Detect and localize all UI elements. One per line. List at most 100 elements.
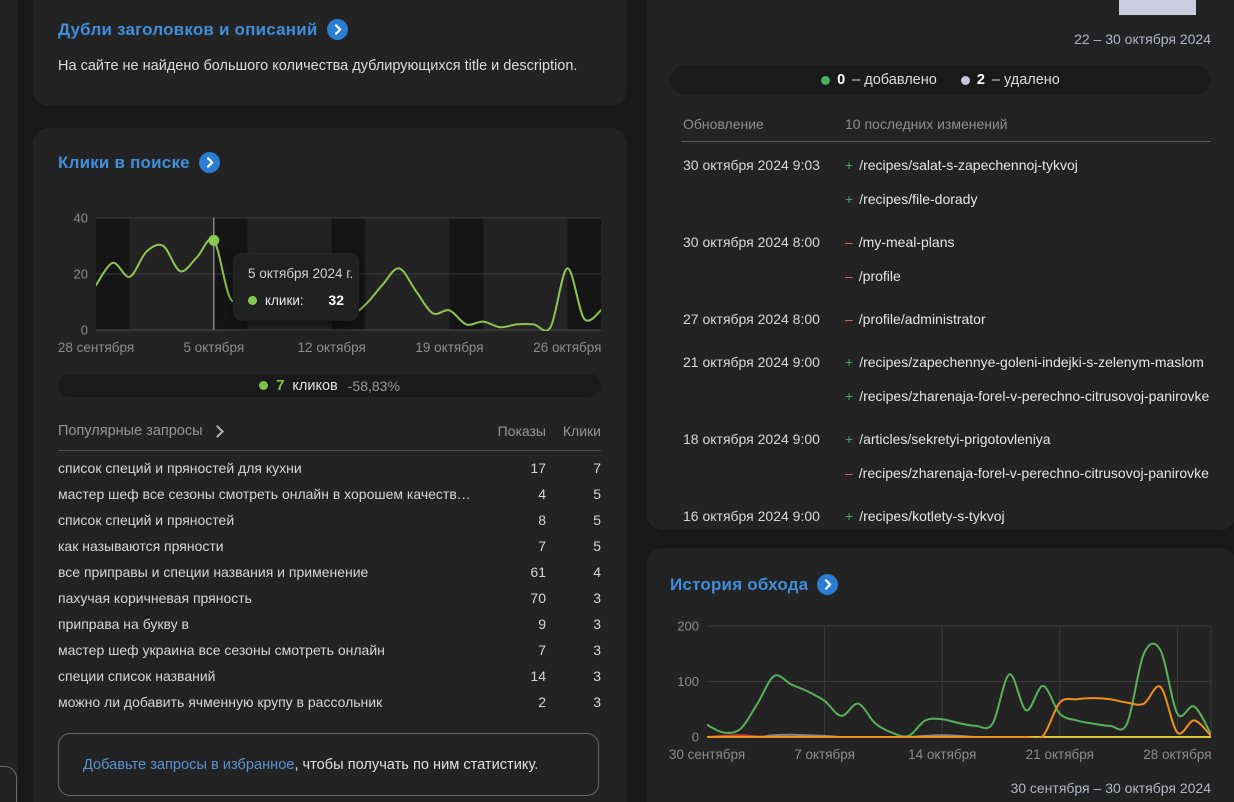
svg-text:0: 0 xyxy=(81,323,88,338)
legend-value: 0 xyxy=(837,72,846,88)
change-path: /articles/sekretyi-prigotovleniya xyxy=(859,431,1051,447)
column-clicks: Клики xyxy=(562,423,601,439)
legend-item: 2 – удалено xyxy=(960,72,1060,88)
change-items: + /recipes/kotlety-s-tykvoj xyxy=(845,506,1211,527)
impressions-value: 17 xyxy=(530,460,546,476)
change-date: 30 октября 2024 8:00 xyxy=(683,234,820,250)
change-path: /my-meal-plans xyxy=(858,234,955,250)
change-path: /recipes/zharenaja-forel-v-perechno-citr… xyxy=(858,465,1209,481)
favorites-callout-text: , чтобы получать по ним статистику. xyxy=(294,756,539,773)
clicks-summary-delta: -58,83% xyxy=(347,377,400,394)
legend-dot-icon xyxy=(960,75,970,85)
change-item: –/profile/administrator xyxy=(845,309,1211,330)
svg-text:0: 0 xyxy=(692,730,699,745)
column-impressions: Показы xyxy=(497,423,546,439)
svg-text:5 октября: 5 октября xyxy=(183,340,244,355)
query-text: пахучая коричневая пряность xyxy=(58,590,252,606)
change-path: /recipes/file-dorady xyxy=(859,191,978,207)
impressions-value: 61 xyxy=(530,564,546,580)
duplicates-panel: Дубли заголовков и описаний На сайте не … xyxy=(33,0,627,106)
legend-dot-icon xyxy=(821,75,831,85)
clicks-value: 3 xyxy=(593,694,601,710)
popular-queries-link[interactable]: Популярные запросы xyxy=(58,423,481,439)
tooltip-series-label: клики: xyxy=(265,292,304,308)
tooltip-date: 5 октября 2024 г. xyxy=(248,266,354,281)
query-text: мастер шеф все сезоны смотреть онлайн в … xyxy=(58,486,481,502)
query-row: мастер шеф украина все сезоны смотреть о… xyxy=(58,637,601,663)
clipped-callout-box xyxy=(0,766,17,802)
series-dot-icon xyxy=(248,295,257,305)
circle-arrow-icon[interactable] xyxy=(326,19,348,40)
changes-table: 30 октября 2024 9:03 + /recipes/salat-s-za… xyxy=(683,155,1211,549)
crawl-history-chart[interactable]: 0 100 200 30 сентября 7 октября 14 октября 21 … xyxy=(647,610,1234,770)
divider xyxy=(681,141,1211,142)
change-date: 30 октября 2024 9:03 xyxy=(683,157,820,173)
change-path: /profile xyxy=(858,268,901,284)
query-row: мастер шеф все сезоны смотреть онлайн в … xyxy=(58,481,601,507)
change-group: 18 октября 2024 9:00 + /articles/sekretyi-… xyxy=(683,429,1211,484)
crawl-date-range: 30 сентября – 30 октября 2024 xyxy=(1010,780,1211,796)
change-item: + /recipes/zharenaja-forel-v-perechno-cit… xyxy=(845,386,1211,407)
legend-value: 2 xyxy=(976,72,985,88)
crawl-history-panel: История обхода 0 100 200 30 сентября 7 октяб… xyxy=(647,548,1234,802)
change-group: 30 октября 2024 8:00 –/my-meal-plans –/pro… xyxy=(683,232,1211,287)
crawl-title-link[interactable]: История обхода xyxy=(670,574,839,595)
change-group: 30 октября 2024 9:03 + /recipes/salat-s-za… xyxy=(683,155,1211,210)
clicks-title-link[interactable]: Клики в поиске xyxy=(58,152,220,173)
search-clicks-panel: Клики в поиске 0 20 40 28 сентября 5 октября… xyxy=(33,128,627,802)
clicks-value: 7 xyxy=(593,460,601,476)
column-last-changes: 10 последних изменений xyxy=(845,116,1008,132)
change-path: /profile/administrator xyxy=(858,311,986,327)
added-icon: + xyxy=(845,191,854,207)
added-icon: + xyxy=(845,354,854,370)
svg-text:20: 20 xyxy=(74,267,88,282)
svg-text:30 сентября: 30 сентября xyxy=(669,747,745,762)
circle-arrow-icon[interactable] xyxy=(198,152,220,173)
changes-legend: 0 – добавлено 2 – удалено xyxy=(670,66,1211,94)
divider xyxy=(58,450,601,451)
changes-table-header: Обновление 10 последних изменений xyxy=(683,116,1211,132)
svg-text:21 октября: 21 октября xyxy=(1026,747,1094,762)
clicks-value: 3 xyxy=(593,616,601,632)
impressions-value: 7 xyxy=(538,642,546,658)
change-date: 21 октября 2024 9:00 xyxy=(683,354,820,370)
query-text: специи список названий xyxy=(58,668,216,684)
changes-panel: 22 – 30 октября 2024 0 – добавлено 2 – удал… xyxy=(647,0,1234,530)
chart-tooltip: 5 октября 2024 г. клики: 32 xyxy=(234,254,358,320)
added-icon: + xyxy=(845,431,854,447)
clicks-summary-value: 7 xyxy=(276,377,285,394)
clipped-bar-chart-bar xyxy=(1119,0,1196,15)
removed-icon: – xyxy=(845,465,853,481)
change-date: 16 октября 2024 9:00 xyxy=(683,508,820,524)
add-to-favorites-link[interactable]: Добавьте запросы в избранное xyxy=(83,756,295,773)
change-items: –/profile/administrator xyxy=(845,309,1211,330)
duplicates-title-link[interactable]: Дубли заголовков и описаний xyxy=(58,19,348,40)
svg-text:26 октября: 26 октября xyxy=(533,340,601,355)
query-text: список специй и пряностей для кухни xyxy=(58,460,302,476)
query-row: специи список названий 14 3 xyxy=(58,663,601,689)
change-item: + /articles/sekretyi-prigotovleniya xyxy=(845,429,1211,450)
duplicates-title: Дубли заголовков и описаний xyxy=(58,19,318,39)
legend-label: – удалено xyxy=(991,72,1060,88)
clicks-value: 5 xyxy=(593,486,601,502)
svg-text:40: 40 xyxy=(74,211,88,226)
clicks-value: 4 xyxy=(593,564,601,580)
clicks-value: 5 xyxy=(593,512,601,528)
favorites-callout: Добавьте запросы в избранное, чтобы полу… xyxy=(58,733,599,796)
change-items: –/my-meal-plans –/profile xyxy=(845,232,1211,287)
svg-text:100: 100 xyxy=(677,674,699,689)
change-items: + /articles/sekretyi-prigotovleniya –/reci… xyxy=(845,429,1211,484)
change-item: –/my-meal-plans xyxy=(845,232,1211,253)
added-icon: + xyxy=(845,388,854,404)
query-text: приправа на букву в xyxy=(58,616,189,632)
svg-text:200: 200 xyxy=(677,619,699,634)
circle-arrow-icon[interactable] xyxy=(817,574,839,595)
svg-text:19 октября: 19 октября xyxy=(415,340,483,355)
query-text: список специй и пряностей xyxy=(58,512,235,528)
query-row: как называются пряности 7 5 xyxy=(58,533,601,559)
impressions-value: 7 xyxy=(538,538,546,554)
svg-text:7 октября: 7 октября xyxy=(794,747,855,762)
change-items: + /recipes/salat-s-zapechennoj-tykvoj + /re… xyxy=(845,155,1211,210)
popular-queries-header: Популярные запросы Показы Клики xyxy=(58,423,601,439)
legend-item: 0 – добавлено xyxy=(821,72,937,88)
